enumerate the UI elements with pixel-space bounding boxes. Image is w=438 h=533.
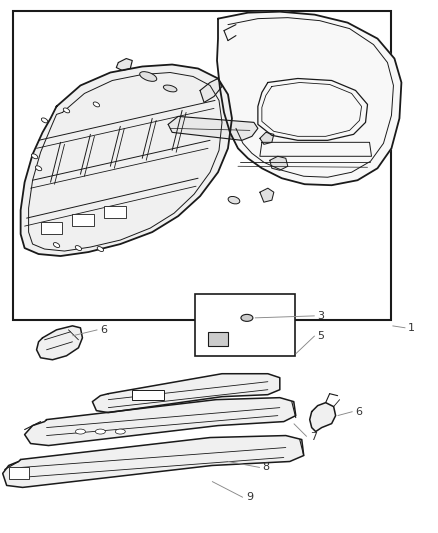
Bar <box>41 222 63 234</box>
Ellipse shape <box>95 429 106 434</box>
Bar <box>208 332 228 346</box>
Polygon shape <box>3 435 304 487</box>
Polygon shape <box>200 78 222 102</box>
Bar <box>72 214 95 226</box>
Text: 5: 5 <box>318 331 325 341</box>
Polygon shape <box>117 59 132 70</box>
Polygon shape <box>260 188 274 202</box>
Ellipse shape <box>228 197 240 204</box>
Text: 6: 6 <box>356 407 363 417</box>
Polygon shape <box>260 132 274 144</box>
Text: 3: 3 <box>318 311 325 321</box>
Ellipse shape <box>64 108 70 113</box>
Ellipse shape <box>32 154 38 159</box>
Bar <box>9 467 28 480</box>
Ellipse shape <box>140 71 157 82</box>
Polygon shape <box>21 64 232 256</box>
Ellipse shape <box>53 243 60 247</box>
Polygon shape <box>217 12 401 185</box>
Bar <box>13 11 392 320</box>
Text: 8: 8 <box>262 463 269 472</box>
Ellipse shape <box>41 118 48 123</box>
Bar <box>195 294 295 356</box>
Text: 1: 1 <box>407 323 414 333</box>
Bar <box>104 206 126 218</box>
Ellipse shape <box>93 102 99 107</box>
Polygon shape <box>168 116 258 140</box>
Ellipse shape <box>241 314 253 321</box>
Text: 6: 6 <box>100 325 107 335</box>
Bar <box>132 390 164 400</box>
Text: 9: 9 <box>246 492 253 503</box>
Ellipse shape <box>75 429 85 434</box>
Polygon shape <box>25 398 296 446</box>
Text: 7: 7 <box>310 432 317 441</box>
Ellipse shape <box>97 247 103 252</box>
Polygon shape <box>270 156 288 170</box>
Polygon shape <box>92 374 280 413</box>
Ellipse shape <box>75 246 81 251</box>
Ellipse shape <box>163 85 177 92</box>
Ellipse shape <box>35 166 42 171</box>
Ellipse shape <box>115 429 125 434</box>
Polygon shape <box>37 326 82 360</box>
Polygon shape <box>310 402 336 432</box>
